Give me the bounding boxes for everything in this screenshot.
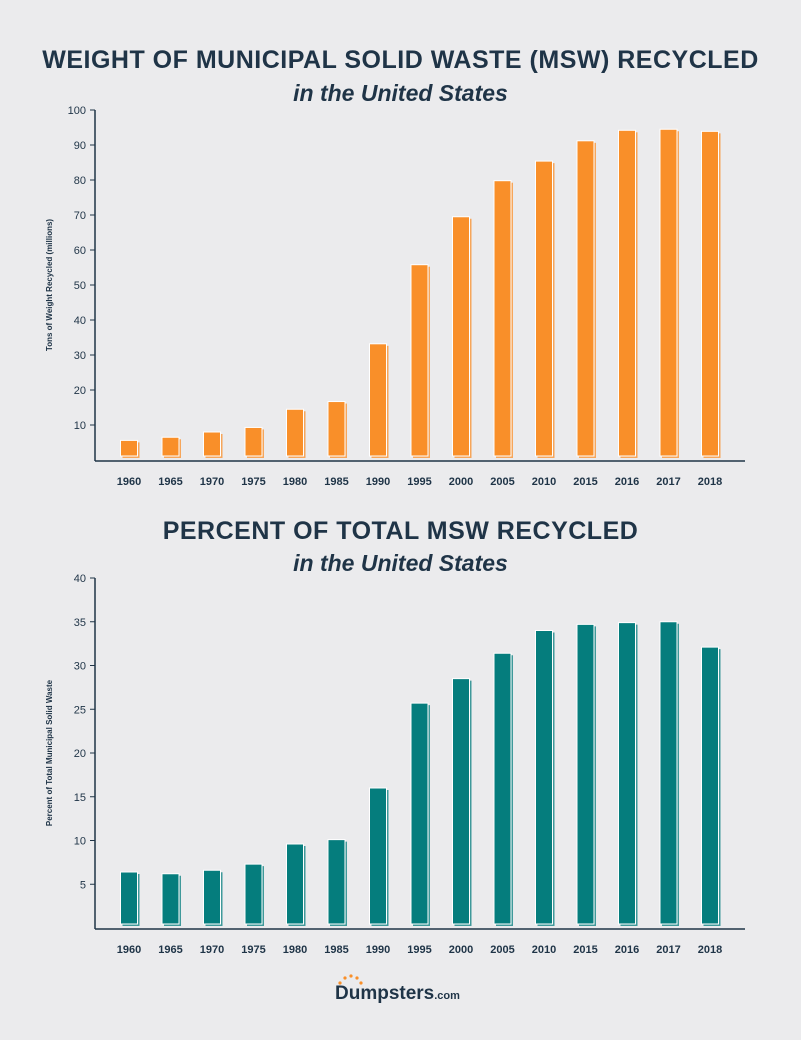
chart1-bar-1975 <box>244 426 263 457</box>
chart2-x-tick-label: 2016 <box>615 944 639 956</box>
chart2-title: PERCENT OF TOTAL MSW RECYCLED <box>162 517 639 545</box>
chart1-x-tick-label: 1995 <box>407 476 431 488</box>
chart1-bar-1995 <box>410 264 429 457</box>
chart1-x-tick-label: 2016 <box>615 476 639 488</box>
logo-dot-icon <box>359 981 363 985</box>
chart1-bar-2015 <box>576 140 595 457</box>
chart2-subtitle: in the United States <box>293 550 508 576</box>
chart2-bar-1995 <box>410 702 429 925</box>
logo-dot-icon <box>355 976 359 980</box>
chart2-y-tick-label: 5 <box>80 879 86 891</box>
chart2-x-tick-label: 1960 <box>117 944 141 956</box>
chart1-y-tick-label: 10 <box>74 420 86 432</box>
chart2-x-tick-label: 1975 <box>241 944 265 956</box>
chart2-bar-1970 <box>203 869 221 925</box>
chart2-x-tick-label: 1985 <box>324 944 348 956</box>
logo-suffix: .com <box>434 990 460 1002</box>
chart2-y-tick-label: 35 <box>74 617 86 629</box>
chart1-y-tick-label: 70 <box>74 210 86 222</box>
chart2-bar-2005 <box>493 652 512 925</box>
chart1-y-tick-label: 40 <box>74 315 86 327</box>
chart1-title: WEIGHT OF MUNICIPAL SOLID WASTE (MSW) RE… <box>42 46 759 74</box>
chart1-x-tick-label: 2000 <box>449 476 473 488</box>
chart1-y-tick-label: 30 <box>74 350 86 362</box>
chart1-x-tick-label: 2018 <box>698 476 722 488</box>
chart2-bar-1975 <box>244 863 263 925</box>
chart2-bar-1985 <box>327 839 346 925</box>
chart1-x-tick-label: 2017 <box>656 476 680 488</box>
chart2-x-tick-label: 1980 <box>283 944 307 956</box>
chart2-bar-1960 <box>120 871 138 925</box>
chart2-bar-2010 <box>535 630 553 925</box>
chart1-x-tick-label: 1985 <box>324 476 348 488</box>
chart1-bar-2000 <box>452 216 470 457</box>
chart2-x-tick-label: 2015 <box>573 944 597 956</box>
chart2-bar-2018 <box>701 646 719 925</box>
chart1-y-tick-label: 60 <box>74 245 86 257</box>
chart1-bar-1970 <box>203 431 221 457</box>
chart1-bar-2016 <box>618 129 636 457</box>
chart1-bar-1990 <box>369 343 387 457</box>
chart1-y-tick-label: 80 <box>74 175 86 187</box>
chart2-y-tick-label: 20 <box>74 748 86 760</box>
chart2-x-tick-label: 2000 <box>449 944 473 956</box>
chart1-bar-2005 <box>493 180 512 457</box>
chart1-y-tick-label: 50 <box>74 280 86 292</box>
chart2-x-tick-label: 2017 <box>656 944 680 956</box>
chart2-x-tick-label: 2005 <box>490 944 514 956</box>
chart2-bar-1990 <box>369 787 387 925</box>
chart2-y-tick-label: 15 <box>74 792 86 804</box>
chart1-x-tick-label: 2005 <box>490 476 514 488</box>
chart1-subtitle: in the United States <box>293 80 508 106</box>
chart1-bar-1960 <box>120 439 138 457</box>
chart1-bar-2017 <box>659 128 678 457</box>
chart2-y-tick-label: 40 <box>74 573 86 585</box>
chart1-bar-1980 <box>286 408 304 457</box>
logo-text: Dumpsters <box>335 983 435 1004</box>
chart1-bar-2010 <box>535 160 553 457</box>
chart1-bar-2018 <box>701 130 719 457</box>
chart1-y-tick-label: 90 <box>74 140 86 152</box>
chart2-x-tick-label: 1995 <box>407 944 431 956</box>
chart1-x-tick-label: 1990 <box>366 476 390 488</box>
chart1-x-tick-label: 2010 <box>532 476 556 488</box>
chart1-y-axis-label: Tons of Weight Recycled (millions) <box>45 219 54 351</box>
chart2-bar-1980 <box>286 843 304 925</box>
chart2-x-tick-label: 2010 <box>532 944 556 956</box>
chart1-x-tick-label: 1975 <box>241 476 265 488</box>
chart2-bar-1965 <box>161 873 180 925</box>
chart2-y-tick-label: 25 <box>74 704 86 716</box>
logo-dot-icon <box>343 976 347 980</box>
chart1-bar-1965 <box>161 436 180 457</box>
chart1-x-tick-label: 1970 <box>200 476 224 488</box>
chart2-x-tick-label: 1990 <box>366 944 390 956</box>
chart1-x-tick-label: 1960 <box>117 476 141 488</box>
chart1-bar-1985 <box>327 401 346 457</box>
chart2-x-tick-label: 1965 <box>158 944 182 956</box>
chart2-x-tick-label: 2018 <box>698 944 722 956</box>
logo-dot-icon <box>338 981 342 985</box>
dumpsters-logo: Dumpsters.com <box>335 983 460 1005</box>
chart2-bar-2017 <box>659 621 678 925</box>
chart2-bar-2016 <box>618 622 636 925</box>
chart2-bar-2000 <box>452 678 470 925</box>
chart1-x-tick-label: 1980 <box>283 476 307 488</box>
chart2-y-tick-label: 10 <box>74 836 86 848</box>
chart1-y-tick-label: 100 <box>68 105 86 117</box>
logo-dot-icon <box>349 974 353 978</box>
chart2-bar-2015 <box>576 623 595 925</box>
chart1-y-tick-label: 20 <box>74 385 86 397</box>
chart2-y-tick-label: 30 <box>74 661 86 673</box>
chart2-x-tick-label: 1970 <box>200 944 224 956</box>
chart1-x-tick-label: 1965 <box>158 476 182 488</box>
chart1-x-tick-label: 2015 <box>573 476 597 488</box>
chart2-y-axis-label: Percent of Total Municipal Solid Waste <box>45 679 54 826</box>
